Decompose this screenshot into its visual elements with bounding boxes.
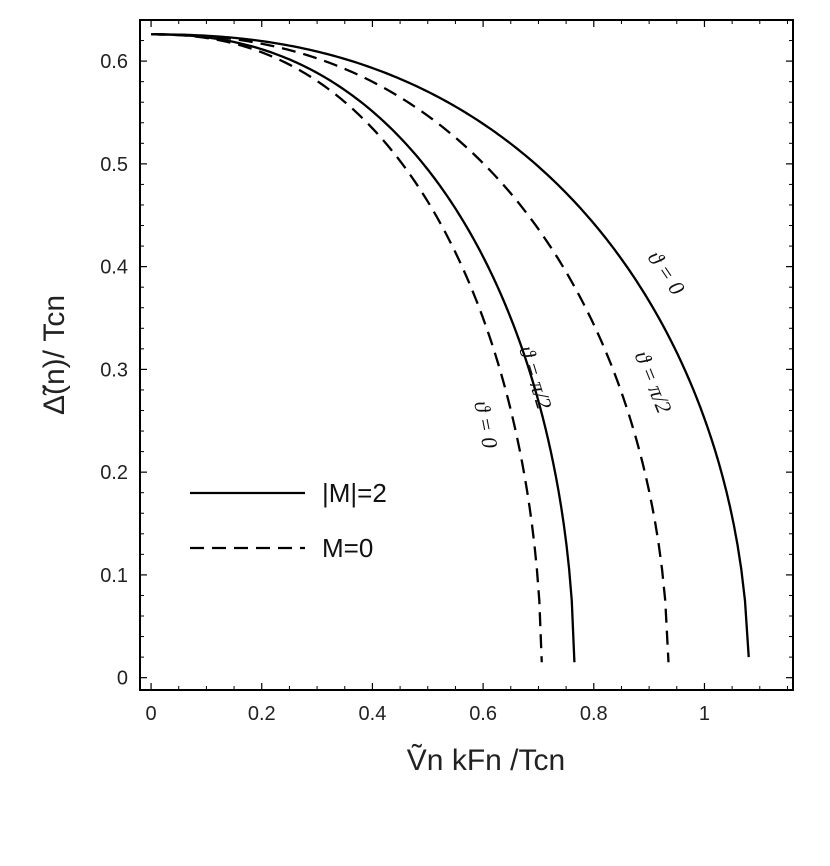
curve-label: ϑ = 0 [643, 246, 690, 299]
y-axis-ticks: 0 0.1 0.2 0.3 0.4 0.5 0.6 [100, 40, 793, 690]
x-tick-label: 1 [699, 703, 710, 725]
curve-label: ϑ = π/2 [630, 347, 677, 416]
x-tick-label: 0 [146, 703, 157, 725]
legend: |M|=2 M=0 [190, 478, 387, 563]
curve-label: ϑ = π/2 [514, 343, 557, 412]
x-tick-label: 0.2 [248, 703, 276, 725]
curve-dashed [151, 33, 670, 663]
curve-solid [151, 33, 576, 663]
curve-labels: ϑ = 0 ϑ = π/2 ϑ = π/2 ϑ = 0 [469, 246, 690, 450]
x-axis-ticks: 0 0.2 0.4 0.6 0.8 1 [146, 20, 788, 725]
x-axis-title: Ṽn kFn /Tcn [407, 743, 565, 777]
y-tick-label: 0.2 [100, 462, 128, 484]
y-tick-label: 0.4 [100, 257, 128, 279]
legend-label: |M|=2 [322, 478, 387, 508]
plot-frame [139, 19, 794, 691]
y-axis-title: Δ̃(n)/ Tcn [38, 295, 71, 415]
x-tick-label: 0.6 [469, 703, 497, 725]
y-tick-label: 0.3 [100, 359, 128, 381]
x-tick-label: 0.4 [359, 703, 387, 725]
curve-solid [151, 33, 750, 658]
curves [151, 33, 750, 663]
legend-label: M=0 [322, 533, 373, 563]
x-tick-label: 0.8 [580, 703, 608, 725]
y-tick-label: 0 [117, 668, 128, 690]
y-tick-label: 0.1 [100, 565, 128, 587]
y-tick-label: 0.5 [100, 154, 128, 176]
curve-label: ϑ = 0 [469, 399, 503, 451]
y-tick-label: 0.6 [100, 51, 128, 73]
curve-dashed [151, 33, 543, 663]
